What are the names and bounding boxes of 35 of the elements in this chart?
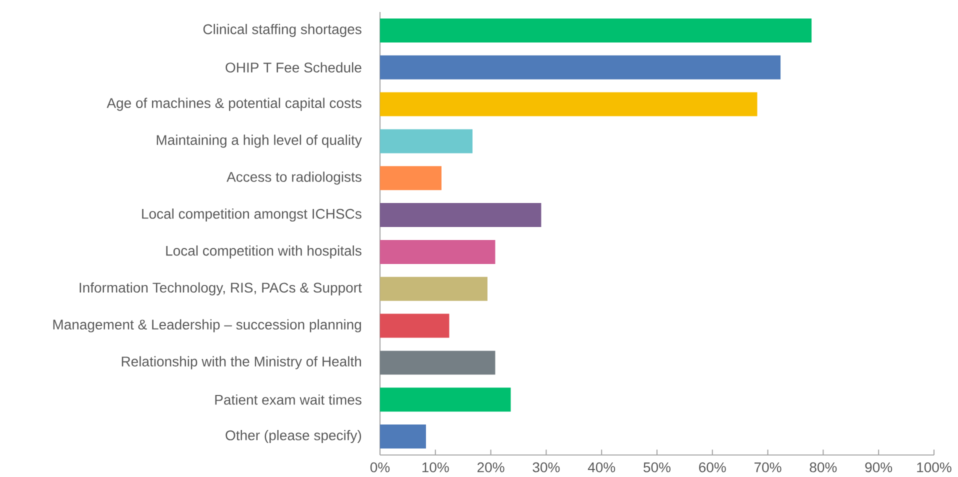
x-tick-label: 10%	[422, 462, 449, 472]
y-tick-label: Other (please specify)	[226, 430, 362, 444]
bar	[380, 129, 473, 154]
x-tick-label: 20%	[478, 462, 504, 472]
x-tick-label: 70%	[754, 462, 782, 472]
x-tick-label: 0%	[370, 462, 390, 472]
bar	[380, 314, 450, 338]
x-tick-label: 50%	[644, 462, 670, 472]
x-tick-label: 100%	[917, 462, 952, 472]
bar	[380, 424, 426, 449]
y-tick-label: Management & Leadership – succession planning	[53, 319, 361, 332]
bar	[380, 166, 442, 190]
y-tick-label: Age of machines & potential capital costs	[106, 98, 362, 111]
x-tick-label: 40%	[588, 462, 616, 472]
bar	[380, 350, 496, 375]
y-tick-label: Clinical staffing shortages	[203, 24, 362, 37]
bar	[380, 55, 781, 80]
x-tick-label: 30%	[532, 462, 560, 472]
bar	[380, 203, 542, 228]
y-tick-label: OHIP T Fee Schedule	[226, 62, 362, 73]
x-tick-label: 90%	[865, 462, 892, 472]
y-tick-label: Relationship with the Ministry of Health	[122, 356, 362, 370]
bar	[380, 276, 488, 301]
y-tick-label: Patient exam wait times	[215, 394, 362, 405]
bar	[380, 388, 511, 412]
x-tick-label: 80%	[810, 462, 837, 472]
x-tick-label: 60%	[699, 462, 726, 472]
bar	[380, 92, 758, 116]
y-tick-label: Access to radiologists	[226, 172, 362, 185]
y-tick-label: Maintaining a high level of quality	[156, 134, 362, 148]
bar	[380, 18, 812, 42]
bar	[380, 240, 496, 264]
y-tick-label: Local competition amongst ICHSCs	[142, 208, 362, 222]
y-tick-label: Local competition with hospitals	[166, 245, 362, 258]
y-tick-label: Information Technology, RIS, PACs & Support	[80, 282, 362, 296]
